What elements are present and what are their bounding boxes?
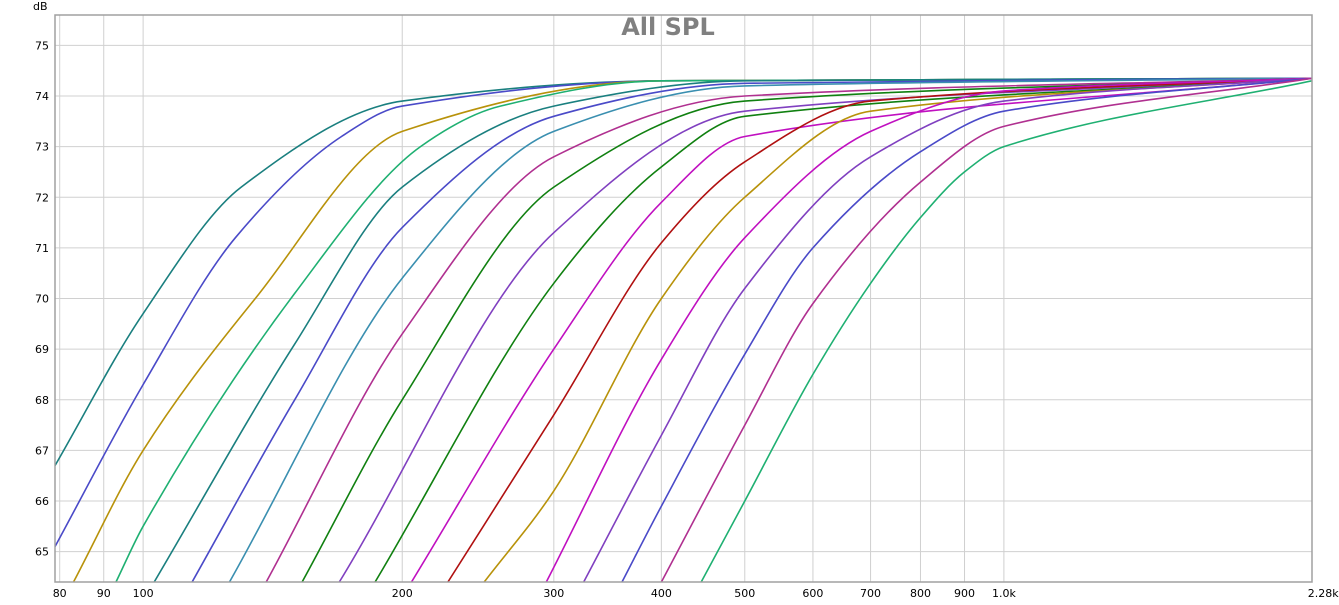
y-tick-label: 74	[35, 90, 49, 103]
y-tick-label: 70	[35, 293, 49, 306]
x-tick-label: 300	[543, 587, 564, 600]
series-line-8	[265, 77, 1312, 582]
x-tick-label: 500	[734, 587, 755, 600]
tick-labels: 65 66 67 68 69 70 71 72 73 74 75 80 90 100 200 300 400 50…	[35, 39, 1339, 600]
series-line-15	[545, 77, 1312, 582]
y-tick-label: 67	[35, 444, 49, 457]
x-tick-label: 1.0k	[992, 587, 1016, 600]
series-line-16	[582, 77, 1312, 582]
series-line-4	[115, 77, 1312, 582]
y-tick-label: 65	[35, 546, 49, 559]
series-line-17	[621, 77, 1312, 582]
plot-frame	[54, 14, 1313, 583]
series-line-3	[72, 77, 1312, 582]
x-tick-label: 200	[392, 587, 413, 600]
series-line-19	[700, 80, 1312, 582]
x-tick-label: 80	[53, 587, 67, 600]
series-line-5	[153, 77, 1312, 582]
series-line-13	[447, 77, 1312, 582]
x-tick-label: 700	[860, 587, 881, 600]
y-tick-label: 72	[35, 191, 49, 204]
y-tick-label: 75	[35, 39, 49, 52]
series-line-7	[228, 77, 1312, 582]
y-tick-label: 69	[35, 343, 49, 356]
series-line-11	[374, 77, 1312, 582]
series-line-10	[338, 77, 1312, 582]
x-tick-label: 100	[133, 587, 154, 600]
series-line-12	[410, 77, 1312, 582]
grid-lines	[55, 15, 1313, 582]
series-layer	[55, 77, 1312, 582]
x-tick-label: 90	[97, 587, 111, 600]
chart-title: All SPL	[621, 13, 715, 41]
x-tick-label: 2.28k Hz	[1308, 587, 1339, 600]
x-tick-label: 400	[651, 587, 672, 600]
y-tick-label: 71	[35, 242, 49, 255]
x-tick-label: 900	[954, 587, 975, 600]
series-line-9	[301, 77, 1312, 582]
series-line-6	[191, 77, 1312, 582]
y-axis-unit: dB	[33, 0, 48, 13]
y-tick-label: 73	[35, 141, 49, 154]
x-tick-label: 600	[802, 587, 823, 600]
series-line-18	[660, 77, 1312, 582]
x-tick-label: 800	[910, 587, 931, 600]
series-line-14	[483, 77, 1312, 582]
y-tick-label: 68	[35, 394, 49, 407]
y-tick-label: 66	[35, 495, 49, 508]
series-line-1	[55, 77, 1312, 467]
